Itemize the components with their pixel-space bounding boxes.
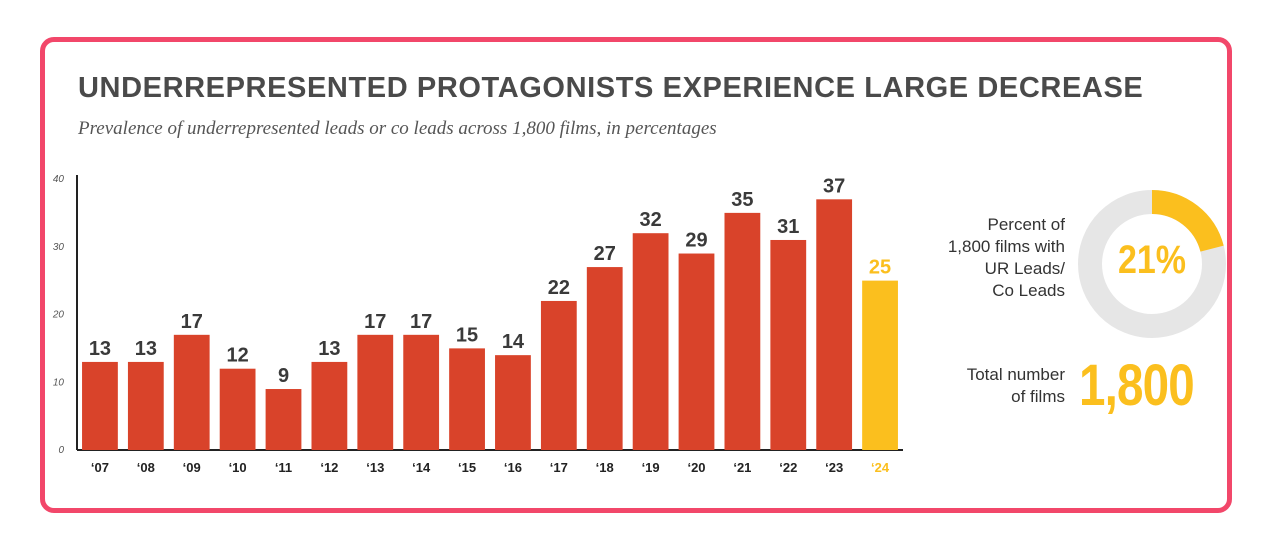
bar	[770, 239, 807, 450]
total-films-value: 1,800	[1079, 353, 1195, 418]
data-label: 35	[731, 189, 753, 211]
x-tick-label: ‘19	[642, 460, 660, 475]
bar	[586, 267, 623, 450]
percent-label-line: Co Leads	[992, 281, 1065, 300]
x-tick-label: ‘23	[825, 460, 843, 475]
y-tick-label: 10	[53, 377, 65, 388]
percent-label-line: 1,800 films with	[947, 237, 1065, 256]
x-tick-label: ‘08	[137, 460, 155, 475]
data-label: 22	[548, 277, 570, 299]
x-tick-label: ‘20	[687, 460, 705, 475]
data-label: 13	[89, 338, 111, 360]
y-tick-label: 20	[52, 310, 65, 321]
data-label: 29	[685, 230, 707, 252]
x-tick-label: ‘15	[458, 460, 476, 475]
bar-chart: 0 10 20 30 40 13 ‘07 13 ‘08 17 ‘09 12 ‘10 9 ‘11 13 ‘12 17…	[52, 174, 903, 475]
x-tick-label: ‘13	[366, 460, 384, 475]
total-label-line: of films	[1011, 387, 1065, 406]
total-label-line: Total number	[966, 365, 1065, 384]
bar	[816, 199, 853, 450]
data-label: 17	[181, 311, 203, 333]
data-label: 9	[278, 365, 289, 387]
bar	[403, 334, 440, 450]
x-tick-label: ‘07	[91, 460, 109, 475]
x-tick-label: ‘21	[733, 460, 751, 475]
data-label: 31	[777, 216, 799, 238]
total-label: Total number of films	[895, 364, 1065, 408]
bar	[724, 212, 761, 450]
bar	[495, 355, 531, 450]
x-tick-label: ‘11	[275, 460, 292, 475]
chart-subtitle: Prevalence of underrepresented leads or …	[78, 118, 717, 139]
x-tick-label: ‘24	[871, 460, 890, 475]
bar	[265, 389, 302, 450]
bar	[862, 280, 898, 450]
data-label: 17	[364, 311, 386, 333]
chart-title: UNDERREPRESENTED PROTAGONISTS EXPERIENCE…	[78, 72, 1144, 104]
bar	[127, 361, 164, 450]
data-label: 12	[226, 345, 248, 367]
x-tick-label: ‘17	[550, 460, 568, 475]
bar	[173, 334, 210, 450]
data-label: 13	[318, 338, 340, 360]
percent-label-line: UR Leads/	[984, 259, 1065, 278]
y-tick-label: 30	[53, 242, 65, 253]
x-tick-label: ‘22	[779, 460, 797, 475]
x-tick-label: ‘09	[183, 460, 201, 475]
percent-label-line: Percent of	[987, 215, 1066, 234]
infographic-card: UNDERREPRESENTED PROTAGONISTS EXPERIENCE…	[40, 37, 1232, 513]
bar	[540, 300, 577, 450]
x-tick-label: ‘10	[229, 460, 247, 475]
data-label: 27	[594, 243, 616, 265]
data-label: 25	[869, 257, 891, 279]
data-label: 15	[456, 324, 478, 346]
x-tick-label: ‘18	[596, 460, 614, 475]
bar	[357, 334, 394, 450]
percent-label: Percent of 1,800 films with UR Leads/ Co…	[895, 214, 1065, 302]
bar	[449, 348, 485, 450]
data-label: 32	[639, 209, 661, 231]
data-label: 17	[410, 311, 432, 333]
y-tick-label: 40	[53, 174, 65, 185]
data-label: 14	[502, 331, 525, 353]
percent-value: 21%	[1117, 238, 1187, 282]
bar	[678, 253, 715, 450]
donut-ring	[1078, 190, 1226, 338]
percent-donut: 21%	[1078, 190, 1226, 338]
data-label: 37	[823, 175, 845, 197]
bar	[632, 233, 669, 450]
bar	[311, 361, 348, 450]
donut-fill	[1078, 190, 1226, 338]
y-tick-label: 0	[58, 445, 64, 456]
x-tick-label: ‘12	[320, 460, 338, 475]
x-tick-label: ‘16	[504, 460, 522, 475]
data-label: 13	[135, 338, 157, 360]
bar	[219, 368, 256, 450]
bar	[82, 361, 118, 450]
x-tick-label: ‘14	[412, 460, 431, 475]
